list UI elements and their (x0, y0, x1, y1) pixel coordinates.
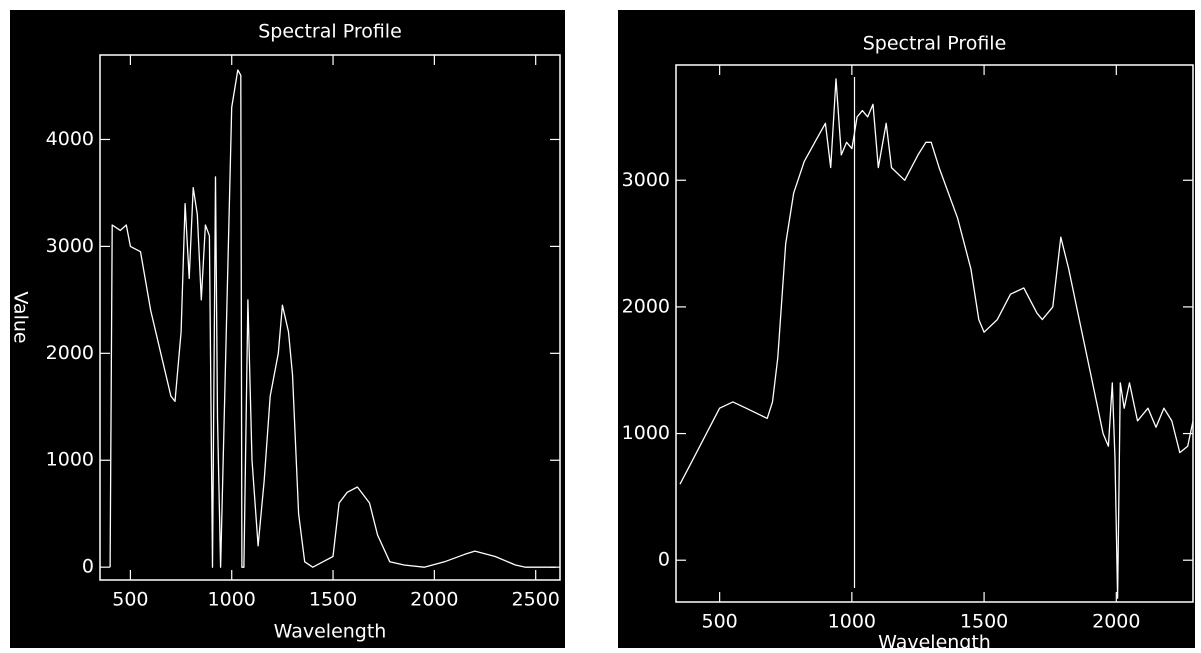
plot-frame (675, 64, 1194, 603)
y-tick-label: 2000 (46, 342, 94, 364)
x-tick-label: 500 (702, 611, 738, 633)
chart-panel: Spectral Profile Wavelength Value 500 1000 15… (10, 10, 565, 648)
spectrum-line (679, 78, 1193, 599)
panel-background (618, 10, 1195, 648)
x-tick-label: 2000 (1092, 611, 1140, 633)
x-axis-label: Wavelength (878, 632, 991, 653)
y-tick-label: 1000 (622, 422, 670, 444)
y-tick-label: 1000 (46, 449, 94, 471)
chart-title: Spectral Profile (258, 21, 402, 43)
y-axis-label: Value (10, 291, 32, 343)
y-tick-label: 3000 (46, 235, 94, 257)
x-tick-label: 2500 (512, 589, 560, 611)
x-tick-label: 1500 (309, 589, 357, 611)
y-tick-label: 3000 (622, 169, 670, 191)
y-tick-label: 4000 (46, 128, 94, 150)
spectrum-line (109, 69, 556, 568)
chart-title: Spectral Profile (863, 33, 1007, 55)
x-axis-label: Wavelength (274, 621, 387, 643)
y-tick-label: 0 (82, 556, 94, 578)
x-tick-label: 2000 (410, 589, 458, 611)
chart-panel: Spectral Profile Wavelength 500 1000 1500 200… (618, 10, 1195, 653)
y-tick-label: 2000 (622, 295, 670, 317)
x-tick-label: 1000 (208, 589, 256, 611)
x-tick-label: 1500 (960, 611, 1008, 633)
x-tick-label: 500 (112, 589, 148, 611)
y-tick-label: 0 (658, 549, 670, 571)
x-tick-label: 1000 (828, 611, 876, 633)
plot-frame (99, 54, 561, 581)
